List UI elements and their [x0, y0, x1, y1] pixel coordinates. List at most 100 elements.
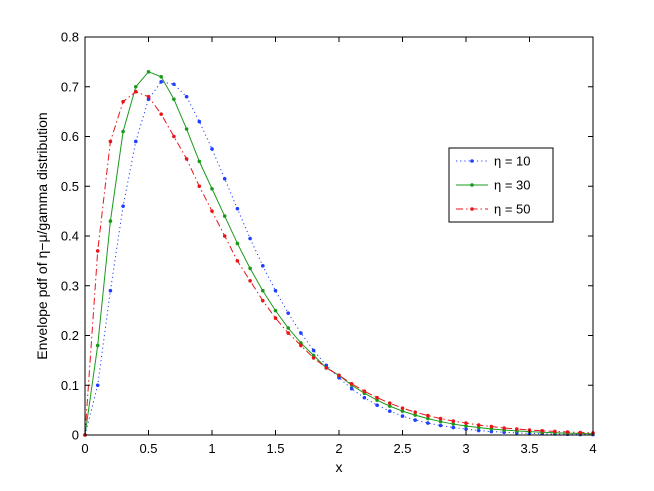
data-point: [502, 426, 506, 430]
series-layer: [83, 70, 595, 437]
data-point: [108, 219, 113, 223]
data-point: [134, 84, 138, 89]
data-point: [476, 425, 481, 430]
x-tick-label: 3.5: [520, 441, 538, 456]
data-point: [400, 414, 405, 418]
data-point: [210, 147, 214, 151]
y-axis: 0 0.1 0.2 0.3 0.4 0.5 0.6 0.7 0.8: [61, 30, 593, 443]
data-point: [349, 386, 354, 391]
data-point: [197, 119, 202, 124]
data-point: [146, 70, 151, 74]
data-point: [565, 430, 570, 434]
data-point: [324, 366, 329, 370]
data-point: [159, 112, 163, 116]
data-point: [261, 288, 265, 293]
x-tick-label: 0.5: [139, 441, 157, 456]
data-point: [451, 425, 456, 430]
x-tick-label: 2: [335, 441, 342, 456]
data-point: [286, 331, 291, 335]
data-point: [235, 259, 240, 263]
data-point: [464, 421, 468, 425]
data-point: [108, 139, 113, 144]
data-point: [172, 82, 176, 87]
data-point: [222, 176, 227, 181]
y-tick-label: 0: [72, 428, 79, 443]
y-tick-label: 0.6: [61, 129, 79, 144]
data-point: [337, 375, 341, 380]
data-point: [197, 184, 202, 189]
x-axis: 0 0.5 1 1.5 2 2.5 3 3.5 4: [81, 37, 597, 456]
data-point: [159, 79, 163, 84]
data-point: [515, 427, 519, 431]
data-point: [337, 373, 341, 378]
data-point: [261, 298, 265, 303]
legend-label: η = 50: [494, 202, 531, 217]
data-point: [451, 422, 456, 426]
legend: η = 10 η = 30 η = 50: [448, 147, 554, 223]
x-tick-label: 2.5: [393, 441, 411, 456]
legend-label: η = 30: [494, 178, 531, 193]
data-point: [438, 419, 443, 424]
data-point: [451, 419, 456, 423]
y-tick-label: 0.5: [61, 179, 79, 194]
data-point: [121, 204, 125, 208]
y-tick-label: 0.2: [61, 328, 79, 343]
series-line: [84, 91, 594, 436]
data-point: [464, 427, 468, 431]
data-point: [134, 89, 138, 94]
data-point: [400, 406, 405, 410]
data-point: [324, 363, 329, 368]
data-point: [261, 264, 265, 268]
data-point: [273, 308, 278, 313]
y-tick-label: 0.1: [61, 378, 79, 393]
data-point: [172, 134, 176, 139]
data-point: [375, 403, 379, 407]
data-point: [197, 159, 202, 164]
data-point: [299, 331, 303, 335]
x-tick-label: 3: [462, 441, 469, 456]
data-point: [235, 241, 240, 246]
data-point: [413, 418, 418, 422]
data-point: [388, 409, 392, 413]
data-point: [438, 416, 443, 421]
data-point: [184, 94, 189, 99]
data-point: [540, 428, 544, 433]
data-point: [413, 413, 418, 417]
data-point: [286, 326, 291, 330]
y-axis-label: Envelope pdf of η−μ/gamma distribution: [34, 112, 50, 359]
y-tick-label: 0.3: [61, 278, 79, 293]
data-point: [553, 429, 557, 434]
data-point: [299, 341, 303, 345]
legend-label: η = 10: [494, 154, 531, 169]
data-point: [121, 129, 125, 134]
data-point: [426, 421, 430, 425]
data-point: [489, 424, 494, 429]
data-point: [311, 348, 316, 353]
data-point: [299, 343, 303, 348]
data-point: [222, 214, 227, 218]
data-point: [273, 316, 278, 320]
data-point: [210, 186, 214, 191]
x-axis-label: x: [336, 459, 343, 475]
data-point: [286, 311, 291, 315]
data-point: [426, 413, 430, 418]
data-point: [375, 398, 379, 402]
data-point: [311, 353, 316, 358]
data-point: [146, 94, 151, 99]
data-point: [438, 423, 443, 428]
data-point: [400, 409, 405, 413]
data-point: [95, 249, 100, 253]
data-point: [159, 75, 163, 79]
data-point: [464, 424, 468, 428]
x-tick-label: 0: [81, 441, 88, 456]
data-point: [476, 423, 481, 427]
plot-area: [85, 37, 593, 435]
data-point: [95, 343, 100, 348]
legend-marker: [470, 207, 474, 211]
data-point: [388, 401, 392, 405]
data-point: [172, 97, 176, 101]
y-tick-label: 0.4: [61, 229, 79, 244]
data-point: [235, 206, 240, 211]
data-point: [375, 395, 379, 400]
data-point: [489, 429, 494, 434]
